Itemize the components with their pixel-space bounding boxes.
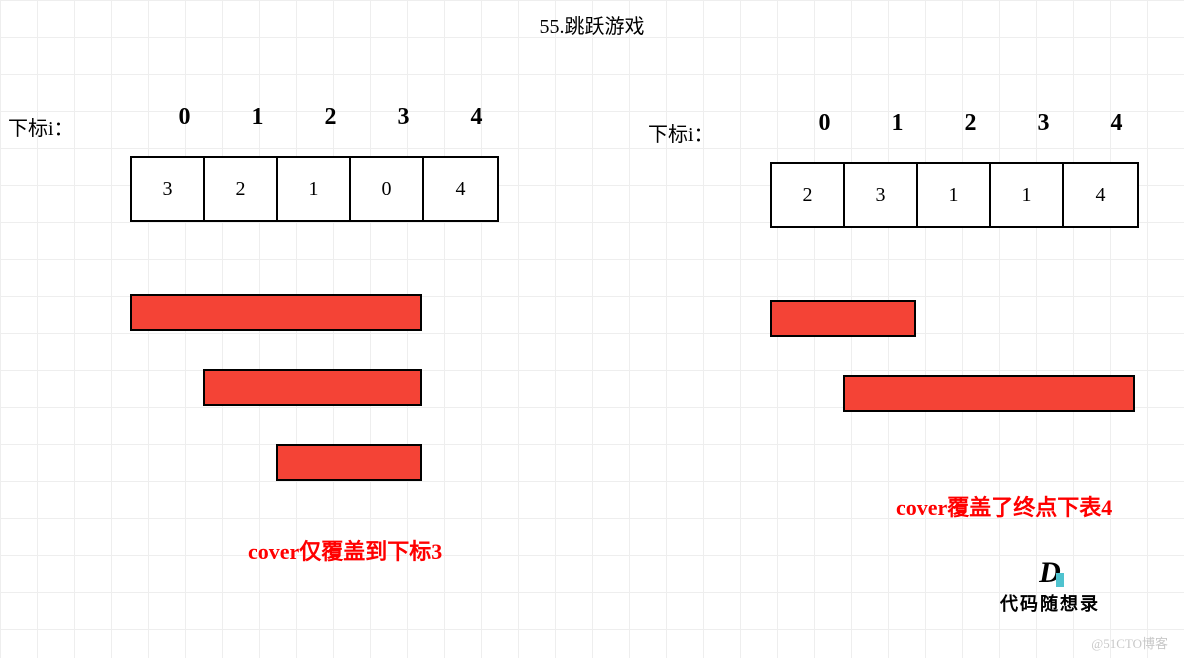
right-caption: cover覆盖了终点下表4 <box>896 490 1112 522</box>
right-cover-bar-0 <box>770 300 916 337</box>
left-array-cell-0: 3 <box>132 158 205 220</box>
right-index-1: 1 <box>861 110 934 137</box>
right-array-cell-3: 1 <box>991 164 1064 226</box>
right-index-3: 3 <box>1007 110 1080 137</box>
right-index-row: 01234 <box>788 110 1153 137</box>
left-index-row: 01234 <box>148 104 513 131</box>
right-index-label: 下标i： <box>648 118 714 147</box>
right-array-cell-4: 4 <box>1064 164 1137 226</box>
left-array-cell-1: 2 <box>205 158 278 220</box>
right-index-2: 2 <box>934 110 1007 137</box>
left-index-0: 0 <box>148 104 221 131</box>
page-title: 55.跳跃游戏 <box>0 10 1184 39</box>
left-index-4: 4 <box>440 104 513 131</box>
right-array-cell-1: 3 <box>845 164 918 226</box>
left-caption: cover仅覆盖到下标3 <box>248 534 442 566</box>
left-cover-bar-1 <box>203 369 422 406</box>
left-index-2: 2 <box>294 104 367 131</box>
left-index-3: 3 <box>367 104 440 131</box>
left-array-cell-2: 1 <box>278 158 351 220</box>
right-array-cell-2: 1 <box>918 164 991 226</box>
logo-text: 代码随想录 <box>1000 594 1100 614</box>
left-cover-bar-2 <box>276 444 422 481</box>
left-array-cell-4: 4 <box>424 158 497 220</box>
logo: D 代码随想录 <box>1000 556 1100 616</box>
right-index-0: 0 <box>788 110 861 137</box>
right-array-cell-0: 2 <box>772 164 845 226</box>
left-index-1: 1 <box>221 104 294 131</box>
right-cover-bar-1 <box>843 375 1135 412</box>
left-array-row: 32104 <box>130 156 499 222</box>
right-index-4: 4 <box>1080 110 1153 137</box>
logo-icon: D <box>1039 556 1061 590</box>
left-cover-bar-0 <box>130 294 422 331</box>
left-index-label: 下标i： <box>8 112 74 141</box>
watermark: @51CTO博客 <box>1091 633 1168 652</box>
left-array-cell-3: 0 <box>351 158 424 220</box>
right-array-row: 23114 <box>770 162 1139 228</box>
